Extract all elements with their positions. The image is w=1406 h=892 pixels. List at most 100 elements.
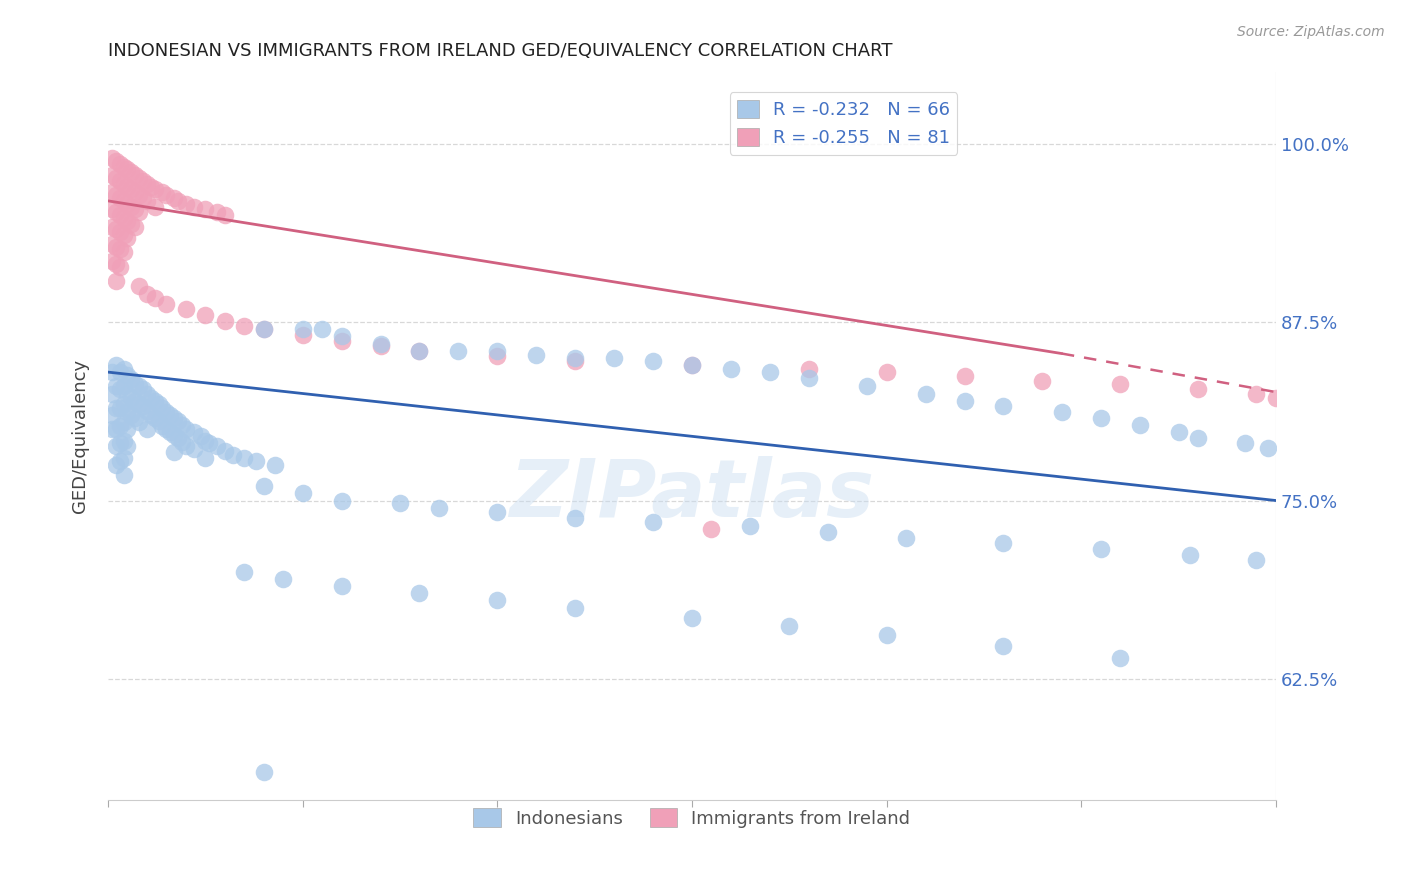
- Point: [253, 764, 276, 779]
- Point: [101, 365, 124, 379]
- Point: [112, 467, 135, 482]
- Point: [253, 322, 276, 336]
- Point: [104, 458, 127, 472]
- Point: [564, 353, 586, 368]
- Point: [112, 177, 135, 191]
- Point: [120, 217, 142, 231]
- Point: [112, 434, 135, 448]
- Point: [108, 208, 131, 222]
- Point: [291, 486, 314, 500]
- Legend: Indonesians, Immigrants from Ireland: Indonesians, Immigrants from Ireland: [467, 801, 918, 835]
- Point: [112, 362, 135, 376]
- Point: [233, 319, 256, 334]
- Point: [104, 379, 127, 393]
- Point: [271, 572, 294, 586]
- Text: Source: ZipAtlas.com: Source: ZipAtlas.com: [1237, 25, 1385, 39]
- Point: [876, 365, 898, 379]
- Point: [183, 200, 205, 214]
- Point: [112, 228, 135, 243]
- Point: [108, 382, 131, 396]
- Point: [1109, 650, 1132, 665]
- Point: [953, 393, 976, 408]
- Point: [128, 279, 150, 293]
- Point: [117, 196, 139, 211]
- Point: [124, 410, 146, 425]
- Point: [163, 428, 186, 442]
- Point: [117, 368, 139, 382]
- Point: [183, 425, 205, 439]
- Point: [104, 239, 127, 253]
- Point: [183, 442, 205, 457]
- Point: [135, 386, 157, 401]
- Point: [700, 522, 723, 536]
- Point: [112, 396, 135, 410]
- Point: [143, 291, 166, 305]
- Point: [194, 434, 217, 448]
- Point: [101, 386, 124, 401]
- Point: [143, 410, 166, 425]
- Point: [1246, 386, 1268, 401]
- Point: [1129, 417, 1152, 432]
- Point: [117, 439, 139, 453]
- Point: [817, 524, 839, 539]
- Point: [124, 219, 146, 234]
- Point: [1167, 425, 1189, 439]
- Point: [104, 188, 127, 202]
- Point: [108, 260, 131, 274]
- Point: [1050, 405, 1073, 419]
- Point: [120, 391, 142, 405]
- Point: [143, 182, 166, 196]
- Point: [170, 435, 193, 450]
- Point: [128, 205, 150, 219]
- Point: [486, 343, 509, 358]
- Text: INDONESIAN VS IMMIGRANTS FROM IRELAND GED/EQUIVALENCY CORRELATION CHART: INDONESIAN VS IMMIGRANTS FROM IRELAND GE…: [108, 42, 893, 60]
- Point: [167, 431, 190, 445]
- Point: [681, 610, 703, 624]
- Point: [1109, 376, 1132, 391]
- Point: [1187, 382, 1209, 396]
- Point: [101, 168, 124, 182]
- Point: [1257, 441, 1279, 455]
- Point: [104, 439, 127, 453]
- Point: [124, 376, 146, 391]
- Point: [148, 414, 170, 428]
- Point: [135, 422, 157, 436]
- Point: [108, 401, 131, 415]
- Point: [174, 196, 197, 211]
- Point: [194, 450, 217, 465]
- Point: [163, 191, 186, 205]
- Point: [104, 257, 127, 271]
- Point: [159, 408, 181, 422]
- Point: [253, 479, 276, 493]
- Point: [641, 353, 664, 368]
- Point: [681, 358, 703, 372]
- Point: [1265, 391, 1288, 405]
- Point: [124, 186, 146, 200]
- Point: [167, 414, 190, 428]
- Point: [564, 510, 586, 524]
- Point: [108, 436, 131, 450]
- Point: [797, 371, 820, 385]
- Point: [101, 202, 124, 217]
- Point: [408, 343, 430, 358]
- Point: [101, 422, 124, 436]
- Point: [447, 343, 470, 358]
- Point: [117, 231, 139, 245]
- Point: [894, 531, 917, 545]
- Point: [524, 348, 547, 362]
- Point: [117, 214, 139, 228]
- Point: [388, 496, 411, 510]
- Point: [104, 358, 127, 372]
- Point: [155, 422, 177, 436]
- Point: [152, 401, 174, 415]
- Point: [233, 565, 256, 579]
- Point: [856, 379, 879, 393]
- Point: [128, 396, 150, 410]
- Point: [120, 372, 142, 386]
- Text: ZIPatlas: ZIPatlas: [509, 456, 875, 533]
- Point: [135, 177, 157, 191]
- Point: [135, 403, 157, 417]
- Point: [408, 343, 430, 358]
- Point: [104, 205, 127, 219]
- Point: [205, 439, 228, 453]
